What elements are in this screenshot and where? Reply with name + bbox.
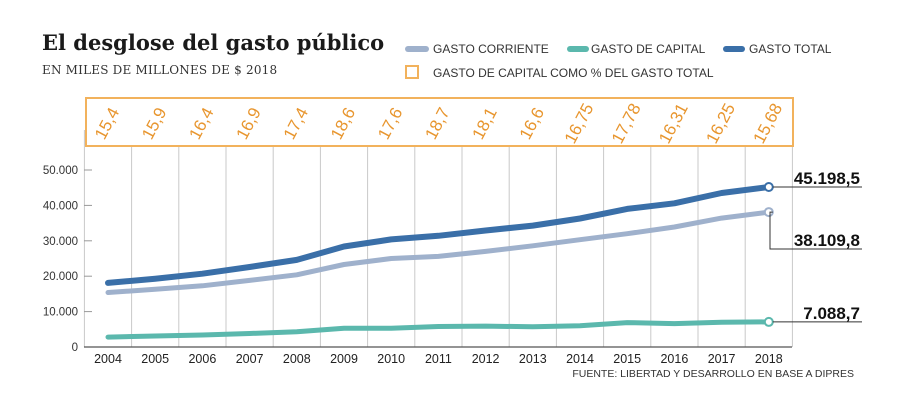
x-tick-label: 2016 <box>660 352 688 366</box>
legend-swatch-capital <box>567 46 589 52</box>
x-tick-label: 2010 <box>377 352 405 366</box>
x-tick-label: 2004 <box>94 352 122 366</box>
y-tick-label: 20.000 <box>43 271 78 283</box>
legend-label-corriente: GASTO CORRIENTE <box>433 42 549 56</box>
legend-box-pct <box>405 65 419 79</box>
x-tick-label: 2017 <box>708 352 736 366</box>
legend-label-total: GASTO TOTAL <box>749 42 832 56</box>
x-tick-label: 2009 <box>330 352 358 366</box>
x-tick-label: 2006 <box>188 352 216 366</box>
x-tick-label: 2007 <box>236 352 264 366</box>
x-tick-label: 2013 <box>519 352 547 366</box>
series-end-marker-capital <box>763 316 774 327</box>
end-label-leader <box>769 211 862 250</box>
end-value-label-capital: 7.088,7 <box>803 304 860 323</box>
chart-subtitle: EN MILES DE MILLONES DE $ 2018 <box>42 63 278 77</box>
pct-band-frame <box>85 97 794 147</box>
y-tick-label: 0 <box>72 342 78 354</box>
legend-label-pct: GASTO DE CAPITAL COMO % DEL GASTO TOTAL <box>433 66 714 80</box>
x-tick-label: 2008 <box>283 352 311 366</box>
x-tick-label: 2014 <box>566 352 594 366</box>
series-line-total <box>105 184 772 286</box>
x-tick-label: 2011 <box>425 352 452 366</box>
x-tick-label: 2015 <box>613 352 641 366</box>
chart-title: El desglose del gasto público <box>42 30 385 55</box>
series-line-corriente <box>105 209 772 295</box>
y-tick-label: 40.000 <box>43 200 78 212</box>
y-tick-label: 50.000 <box>43 165 78 177</box>
x-tick-label: 2012 <box>472 352 500 366</box>
legend-swatch-corriente <box>405 46 429 52</box>
end-value-label-corriente: 38.109,8 <box>794 231 860 250</box>
x-tick-label: 2018 <box>755 352 783 366</box>
end-value-label-total: 45.198,5 <box>794 169 860 188</box>
series-line-capital <box>105 319 772 340</box>
y-tick-label: 10.000 <box>43 307 78 319</box>
x-tick-label: 2005 <box>141 352 169 366</box>
legend-swatch-total <box>723 46 745 52</box>
y-tick-label: 30.000 <box>43 236 78 248</box>
series-end-marker-total <box>763 181 774 192</box>
source-note: FUENTE: LIBERTAD Y DESARROLLO EN BASE A … <box>572 368 854 380</box>
legend-label-capital: GASTO DE CAPITAL <box>591 42 706 56</box>
